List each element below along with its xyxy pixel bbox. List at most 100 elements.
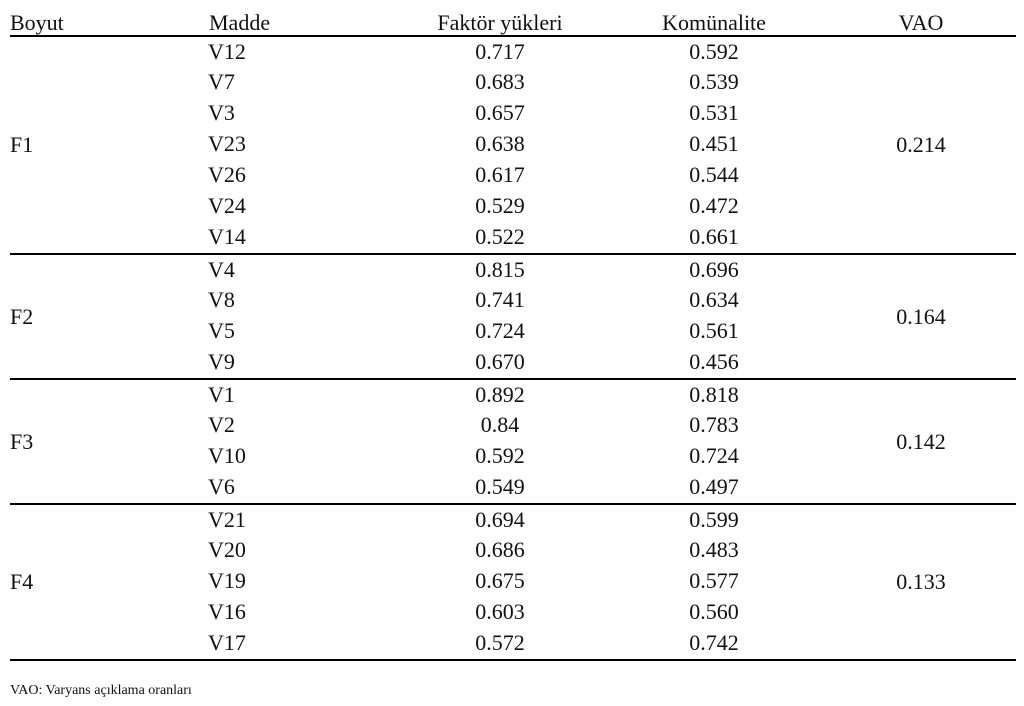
table-row: V5 0.724 0.561 (10, 316, 1016, 347)
cell-madde: V2 (208, 412, 235, 437)
cell-faktor-yuku: 0.686 (475, 537, 525, 562)
table-row: V10 0.592 0.724 (10, 441, 1016, 472)
cell-faktor-yuku: 0.592 (475, 443, 525, 468)
cell-komunalite: 0.661 (689, 224, 739, 249)
table-row: V14 0.522 0.661 (10, 222, 1016, 253)
table-row: V9 0.670 0.456 (10, 347, 1016, 378)
cell-faktor-yuku: 0.717 (475, 39, 525, 64)
table-row: V4 0.815 0.696 (10, 255, 1016, 285)
cell-faktor-yuku: 0.529 (475, 193, 525, 218)
table-row: V21 0.694 0.599 (10, 505, 1016, 535)
cell-boyut: F4 (10, 569, 34, 594)
cell-madde: V9 (208, 349, 235, 374)
header-madde: Madde (209, 10, 271, 35)
header-vao: VAO (898, 10, 944, 35)
cell-komunalite: 0.451 (689, 131, 739, 156)
cell-komunalite: 0.818 (689, 382, 739, 407)
table-row: V19 0.675 0.577 (10, 566, 1016, 597)
cell-vao: 0.142 (896, 428, 946, 454)
cell-madde: V24 (208, 193, 246, 218)
cell-faktor-yuku: 0.572 (475, 630, 525, 655)
cell-komunalite: 0.539 (689, 69, 739, 94)
cell-faktor-yuku: 0.670 (475, 349, 525, 374)
cell-komunalite: 0.696 (689, 257, 739, 282)
cell-komunalite: 0.742 (689, 630, 739, 655)
header-komunalite: Komünalite (662, 10, 766, 35)
cell-madde: V21 (208, 507, 246, 532)
cell-faktor-yuku: 0.724 (475, 318, 525, 343)
table-row: V20 0.686 0.483 (10, 535, 1016, 566)
table-row: V16 0.603 0.560 (10, 597, 1016, 628)
cell-madde: V16 (208, 599, 246, 624)
cell-madde: V5 (208, 318, 235, 343)
table-row: V1 0.892 0.818 (10, 380, 1016, 410)
cell-madde: V14 (208, 224, 246, 249)
cell-komunalite: 0.634 (689, 287, 739, 312)
cell-komunalite: 0.592 (689, 39, 739, 64)
table-row: V2 0.84 0.783 (10, 410, 1016, 441)
cell-faktor-yuku: 0.603 (475, 599, 525, 624)
table-row: V17 0.572 0.742 (10, 628, 1016, 659)
table-footnote: VAO: Varyans açıklama oranları (10, 683, 192, 698)
cell-faktor-yuku: 0.657 (475, 100, 525, 125)
cell-madde: V12 (208, 39, 246, 64)
cell-komunalite: 0.561 (689, 318, 739, 343)
cell-boyut: F2 (10, 303, 34, 329)
cell-faktor-yuku: 0.638 (475, 131, 525, 156)
cell-madde: V4 (208, 257, 235, 282)
cell-vao: 0.164 (896, 303, 946, 329)
cell-madde: V17 (208, 630, 246, 655)
cell-komunalite: 0.577 (689, 568, 739, 593)
cell-faktor-yuku: 0.892 (475, 382, 525, 407)
cell-komunalite: 0.472 (689, 193, 739, 218)
cell-komunalite: 0.724 (689, 443, 739, 468)
factor-group: V4 0.815 0.696 V8 0.741 0.634 V5 0.724 0.561 V9 0.… (10, 255, 1016, 380)
cell-madde: V7 (208, 69, 235, 94)
table-row: V26 0.617 0.544 (10, 160, 1016, 191)
cell-madde: V19 (208, 568, 246, 593)
factor-table: Boyut Madde Faktör yükleri Komünalite VA… (10, 8, 1016, 661)
factor-group: V21 0.694 0.599 V20 0.686 0.483 V19 0.675 0.577 V… (10, 505, 1016, 661)
table-row: V12 0.717 0.592 (10, 37, 1016, 67)
cell-faktor-yuku: 0.522 (475, 224, 525, 249)
cell-faktor-yuku: 0.741 (475, 287, 525, 312)
cell-komunalite: 0.483 (689, 537, 739, 562)
cell-madde: V3 (208, 100, 235, 125)
cell-komunalite: 0.497 (689, 474, 739, 499)
cell-komunalite: 0.560 (689, 599, 739, 624)
cell-komunalite: 0.599 (689, 507, 739, 532)
cell-faktor-yuku: 0.815 (475, 257, 525, 282)
factor-group: V1 0.892 0.818 V2 0.84 0.783 V10 0.592 0.724 V6 0.… (10, 380, 1016, 505)
cell-madde: V10 (208, 443, 246, 468)
table-row: V24 0.529 0.472 (10, 191, 1016, 222)
cell-madde: V20 (208, 537, 246, 562)
table-row: V3 0.657 0.531 (10, 98, 1016, 129)
cell-vao: 0.133 (896, 569, 946, 594)
cell-faktor-yuku: 0.675 (475, 568, 525, 593)
cell-madde: V1 (208, 382, 235, 407)
cell-komunalite: 0.531 (689, 100, 739, 125)
cell-komunalite: 0.544 (689, 162, 739, 187)
cell-vao: 0.214 (896, 132, 946, 157)
header-boyut: Boyut (10, 10, 64, 35)
cell-komunalite: 0.783 (689, 412, 739, 437)
factor-group: V12 0.717 0.592 V7 0.683 0.539 V3 0.657 0.531 V23… (10, 37, 1016, 255)
cell-faktor-yuku: 0.694 (475, 507, 525, 532)
cell-faktor-yuku: 0.617 (475, 162, 525, 187)
cell-madde: V23 (208, 131, 246, 156)
cell-faktor-yuku: 0.683 (475, 69, 525, 94)
cell-madde: V8 (208, 287, 235, 312)
table-row: V8 0.741 0.634 (10, 285, 1016, 316)
cell-faktor-yuku: 0.84 (480, 412, 520, 437)
table-body: V12 0.717 0.592 V7 0.683 0.539 V3 0.657 0.531 V23… (10, 37, 1016, 661)
table-header: Boyut Madde Faktör yükleri Komünalite VA… (10, 8, 1016, 37)
cell-faktor-yuku: 0.549 (475, 474, 525, 499)
cell-madde: V6 (208, 474, 235, 499)
table-row: V23 0.638 0.451 (10, 129, 1016, 160)
table-row: V7 0.683 0.539 (10, 67, 1016, 98)
cell-komunalite: 0.456 (689, 349, 739, 374)
cell-boyut: F3 (10, 428, 34, 454)
header-faktor-yukleri: Faktör yükleri (437, 10, 563, 35)
cell-boyut: F1 (10, 132, 34, 157)
cell-madde: V26 (208, 162, 246, 187)
